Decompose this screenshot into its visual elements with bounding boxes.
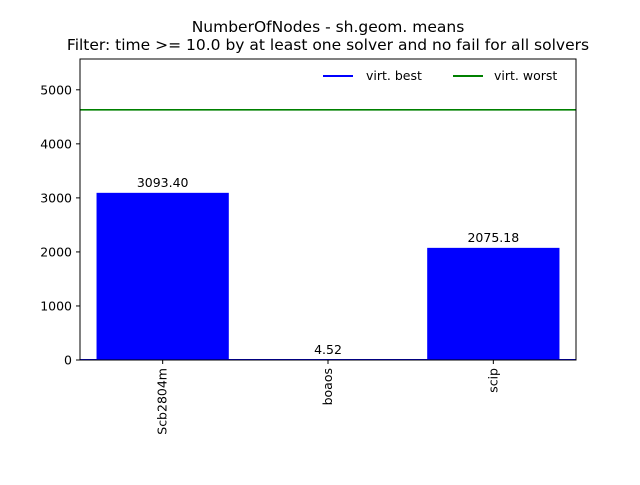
- chart-subtitle: Filter: time >= 10.0 by at least one sol…: [67, 36, 589, 54]
- x-tick-label: scip: [485, 368, 500, 393]
- chart-title: NumberOfNodes - sh.geom. means: [192, 18, 465, 36]
- legend-label-virt-worst: virt. worst: [494, 68, 557, 83]
- x-tick-label: Scb2804m: [155, 368, 170, 435]
- bar-value-label: 2075.18: [467, 230, 519, 245]
- y-tick-label: 3000: [40, 190, 72, 205]
- legend-label-virt-best: virt. best: [366, 68, 422, 83]
- x-tick-label: boaos: [320, 368, 335, 405]
- bar-scb2804m: [97, 193, 229, 360]
- x-axis: Scb2804m boaos scip: [155, 360, 501, 435]
- y-tick-label: 0: [64, 353, 72, 368]
- y-tick-label: 4000: [40, 136, 72, 151]
- y-axis: 0 1000 2000 3000 4000 5000: [40, 82, 80, 367]
- y-tick-label: 1000: [40, 298, 72, 313]
- y-tick-label: 5000: [40, 82, 72, 97]
- y-tick-label: 2000: [40, 244, 72, 259]
- legend: virt. best virt. worst: [323, 68, 557, 83]
- bars-group: [97, 193, 560, 360]
- bar-scip: [427, 248, 559, 360]
- bar-value-label: 4.52: [314, 342, 342, 357]
- bar-value-label: 3093.40: [137, 175, 189, 190]
